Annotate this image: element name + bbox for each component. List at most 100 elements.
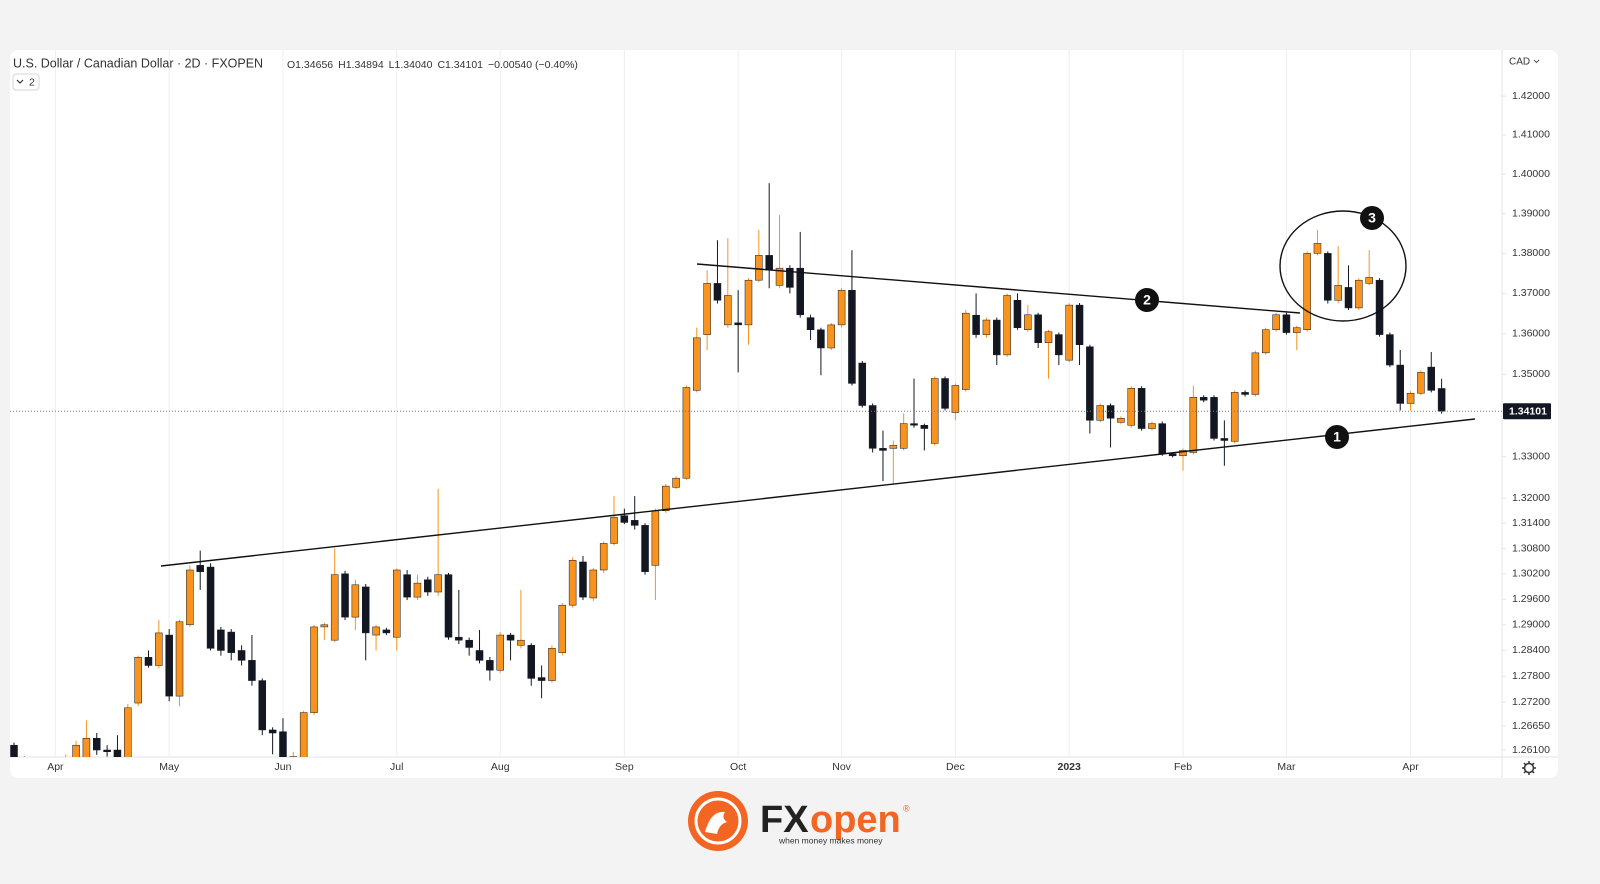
candle-body bbox=[413, 582, 422, 598]
candle-body bbox=[889, 445, 898, 449]
y-tick-label: 1.31400 bbox=[1512, 517, 1550, 529]
annotation-badge bbox=[1360, 206, 1384, 230]
candle-body bbox=[993, 319, 1001, 356]
candle-body bbox=[1024, 314, 1032, 330]
candle-body bbox=[175, 621, 184, 697]
candle-body bbox=[1293, 327, 1301, 333]
candle-body bbox=[517, 639, 525, 646]
candle-body bbox=[599, 543, 608, 571]
x-tick-label: Apr bbox=[47, 761, 64, 773]
candle-body bbox=[1065, 304, 1073, 361]
x-tick-label: Jun bbox=[275, 761, 292, 773]
chart-card bbox=[10, 50, 1558, 778]
candle-body bbox=[651, 510, 660, 566]
candle-body bbox=[1210, 397, 1218, 439]
candle-body bbox=[1417, 372, 1425, 394]
header-value: C1.34101 bbox=[437, 59, 483, 71]
candle-body bbox=[1013, 300, 1022, 328]
interval-badge[interactable] bbox=[12, 73, 40, 91]
brand-name: open bbox=[810, 799, 901, 841]
candle-body bbox=[258, 680, 267, 731]
candle-body bbox=[1406, 392, 1415, 404]
candle-body bbox=[217, 629, 225, 651]
candle-body bbox=[475, 650, 484, 661]
annotation-label: 2 bbox=[1143, 292, 1151, 308]
candle-body bbox=[124, 707, 132, 757]
candle-body bbox=[1168, 453, 1177, 457]
settings-icon[interactable] bbox=[1522, 761, 1536, 775]
candle-body bbox=[1303, 253, 1311, 330]
annotation-label: 1 bbox=[1333, 429, 1341, 445]
y-tick-label: 1.41000 bbox=[1512, 129, 1550, 141]
annotation-badge bbox=[1135, 288, 1159, 312]
candle-body bbox=[341, 573, 349, 618]
brand-logo bbox=[688, 791, 748, 851]
currency-label[interactable]: CAD bbox=[1509, 57, 1530, 68]
candle-body bbox=[1044, 331, 1053, 343]
candle-body bbox=[103, 749, 111, 753]
last-price-label: 1.34101 bbox=[1509, 406, 1547, 418]
candle-body bbox=[713, 283, 722, 301]
header-value: L1.34040 bbox=[389, 59, 433, 71]
candle-body bbox=[951, 385, 960, 413]
candle-body bbox=[82, 737, 91, 757]
candle-body bbox=[527, 645, 535, 679]
candle-body bbox=[268, 729, 277, 734]
candle-body bbox=[186, 569, 194, 626]
candle-body bbox=[1137, 388, 1146, 429]
y-tick-label: 1.42000 bbox=[1512, 90, 1550, 102]
candle-body bbox=[361, 586, 370, 634]
header-value: O1.34656 bbox=[287, 59, 333, 71]
candle-body bbox=[1230, 392, 1239, 442]
highlight-circle bbox=[1279, 210, 1407, 322]
candle-body bbox=[961, 312, 970, 390]
support-trendline bbox=[160, 418, 1476, 567]
candle-body bbox=[465, 639, 473, 648]
candle-body bbox=[661, 485, 670, 511]
candle-body bbox=[744, 279, 753, 326]
candle-body bbox=[1096, 405, 1104, 421]
candle-body bbox=[279, 731, 287, 757]
y-tick-label: 1.33000 bbox=[1512, 450, 1550, 462]
grid bbox=[54, 50, 1412, 757]
interval-badge-label: 2 bbox=[29, 76, 35, 88]
candle-body bbox=[620, 515, 629, 523]
candle-body bbox=[899, 423, 908, 449]
candle-body bbox=[72, 744, 80, 757]
candle-body bbox=[972, 314, 980, 335]
y-tick-label: 1.26100 bbox=[1512, 744, 1550, 756]
candle-body bbox=[144, 657, 153, 666]
candle-body bbox=[910, 423, 918, 426]
candle-body bbox=[1199, 397, 1208, 401]
candle-body bbox=[1034, 314, 1042, 343]
candle-body bbox=[734, 322, 742, 326]
candle-body bbox=[589, 569, 598, 599]
candle-body bbox=[610, 517, 618, 544]
x-tick-label: Mar bbox=[1277, 761, 1296, 773]
candle-body bbox=[920, 424, 929, 429]
candle-body bbox=[982, 319, 991, 335]
resistance-trendline bbox=[696, 263, 1301, 314]
candle-body bbox=[568, 560, 577, 606]
candle-body bbox=[1241, 392, 1249, 395]
candle-body bbox=[1355, 279, 1363, 309]
candle-body bbox=[248, 660, 256, 681]
candle-body bbox=[1324, 253, 1332, 301]
x-tick-label: Feb bbox=[1174, 761, 1192, 773]
annotation-badge bbox=[1325, 425, 1349, 449]
candle-body bbox=[724, 295, 732, 326]
y-tick-label: 1.27800 bbox=[1512, 670, 1550, 682]
candle-body bbox=[941, 378, 949, 409]
candle-body bbox=[330, 574, 339, 641]
candle-body bbox=[786, 267, 794, 288]
y-tick-label: 1.28400 bbox=[1512, 644, 1550, 656]
y-tick-label: 1.39000 bbox=[1512, 207, 1550, 219]
candle-body bbox=[10, 744, 18, 757]
candle-body bbox=[1189, 397, 1198, 453]
candle-body bbox=[1055, 334, 1063, 356]
x-tick-label: Aug bbox=[491, 761, 510, 773]
chart-title: U.S. Dollar / Canadian Dollar · 2D · FXO… bbox=[13, 56, 263, 70]
x-tick-label: Nov bbox=[832, 761, 851, 773]
candle-body bbox=[1251, 352, 1260, 395]
candle-body bbox=[672, 477, 680, 488]
